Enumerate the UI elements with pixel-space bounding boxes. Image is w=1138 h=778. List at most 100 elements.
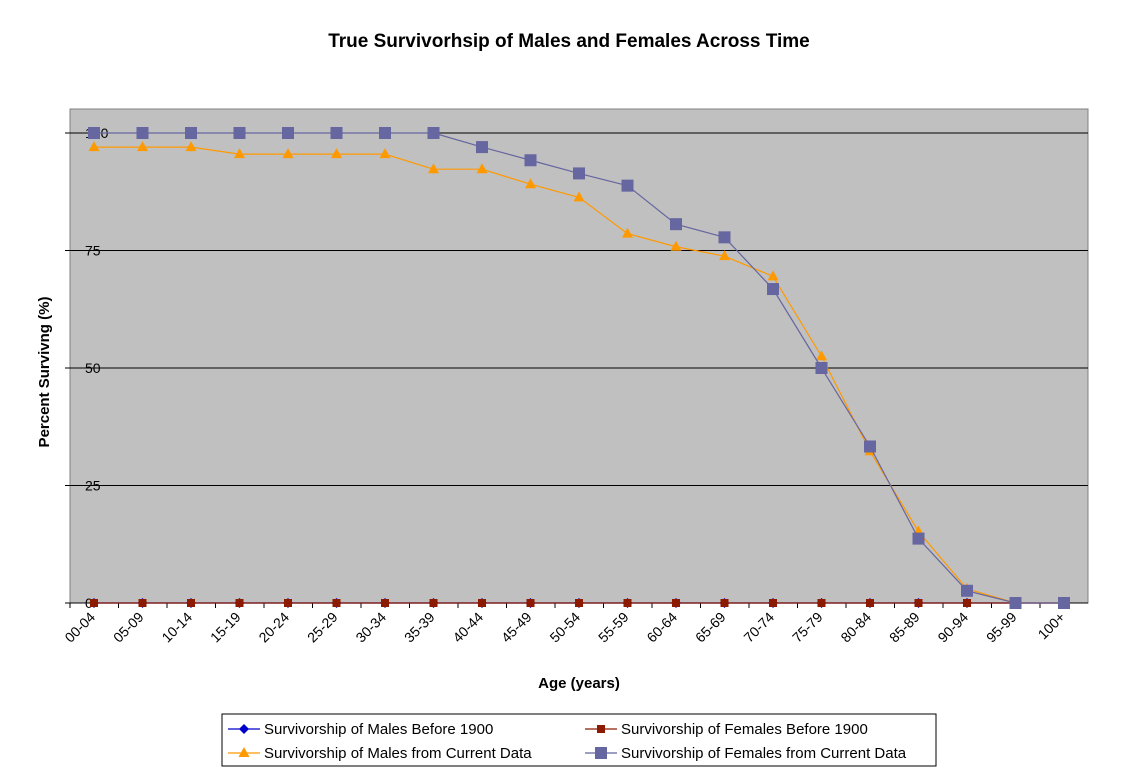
x-tick-label: 00-04 bbox=[61, 609, 98, 646]
legend-label: Survivorship of Females from Current Dat… bbox=[621, 745, 907, 762]
legend-label: Survivorship of Females Before 1900 bbox=[621, 721, 868, 738]
data-point bbox=[332, 599, 341, 607]
data-point bbox=[185, 127, 197, 139]
data-point bbox=[912, 532, 925, 545]
legend: Survivorship of Males Before 1900 Survivo… bbox=[221, 713, 937, 767]
x-tick-label: 25-29 bbox=[304, 609, 341, 646]
data-point bbox=[573, 191, 585, 202]
data-point bbox=[428, 163, 439, 174]
data-point bbox=[282, 148, 294, 159]
data-point bbox=[1058, 597, 1070, 609]
legend-entry: Survivorship of Males from Current Data bbox=[228, 745, 532, 762]
data-point bbox=[235, 599, 244, 607]
data-point bbox=[914, 599, 923, 607]
legend-label: Survivorship of Males from Current Data bbox=[264, 745, 532, 762]
series-3 bbox=[88, 127, 1070, 609]
data-point bbox=[575, 599, 583, 607]
x-tick-label: 50-54 bbox=[546, 609, 583, 646]
x-tick-label: 60-64 bbox=[643, 609, 680, 646]
data-point bbox=[961, 584, 973, 597]
data-point bbox=[88, 141, 100, 152]
y-tick-label: 25 bbox=[85, 478, 101, 494]
series-1 bbox=[90, 599, 1068, 607]
data-point bbox=[670, 218, 682, 231]
data-point bbox=[137, 141, 148, 152]
data-point bbox=[427, 127, 440, 139]
data-point bbox=[476, 163, 488, 174]
data-point bbox=[672, 599, 680, 607]
legend-entry: Survivorship of Males Before 1900 bbox=[228, 721, 493, 738]
x-tick-label: 30-34 bbox=[352, 609, 389, 646]
data-point bbox=[815, 362, 828, 374]
x-tick-label: 10-14 bbox=[158, 609, 195, 646]
data-point bbox=[525, 178, 536, 189]
legend-box bbox=[221, 713, 937, 767]
data-point bbox=[817, 599, 826, 607]
data-point bbox=[379, 148, 391, 159]
x-tick-label: 35-39 bbox=[401, 609, 438, 646]
data-point bbox=[233, 127, 246, 139]
legend-entry: Survivorship of Females Before 1900 bbox=[585, 721, 868, 738]
data-point bbox=[816, 350, 827, 361]
data-point bbox=[767, 270, 779, 281]
data-point bbox=[379, 127, 391, 139]
data-point bbox=[573, 167, 585, 180]
data-point bbox=[719, 250, 730, 261]
legend-marker bbox=[595, 747, 607, 759]
plot-area bbox=[69, 108, 1089, 604]
x-tick-label: 40-44 bbox=[449, 609, 486, 646]
x-tick-label: 80-84 bbox=[837, 609, 874, 646]
chart-title: True Survivorhsip of Males and Females A… bbox=[328, 31, 810, 52]
data-point bbox=[381, 599, 389, 607]
legend-label: Survivorship of Males Before 1900 bbox=[264, 721, 493, 738]
data-point bbox=[526, 599, 535, 607]
x-axis-ticks: 00-04 05-09 10-14 15-19 20-24 25-29 30-34 35-39… bbox=[61, 602, 1088, 646]
x-tick-label: 05-09 bbox=[110, 609, 147, 646]
x-tick-label: 15-19 bbox=[207, 609, 244, 646]
data-point bbox=[524, 154, 537, 167]
legend-entry: Survivorship of Females from Current Dat… bbox=[585, 745, 907, 762]
data-point bbox=[282, 127, 294, 139]
data-point bbox=[185, 141, 197, 152]
data-point bbox=[866, 599, 874, 607]
data-point bbox=[1009, 597, 1022, 609]
legend-marker bbox=[239, 724, 249, 734]
data-point bbox=[284, 599, 292, 607]
data-point bbox=[90, 599, 98, 607]
data-point bbox=[621, 179, 634, 192]
y-axis-title: Percent Survivng (%) bbox=[36, 297, 53, 448]
data-point bbox=[476, 141, 488, 154]
x-tick-label: 95-99 bbox=[983, 609, 1020, 646]
x-tick-label: 90-94 bbox=[934, 609, 971, 646]
x-tick-label: 45-49 bbox=[498, 609, 535, 646]
y-tick-label: 75 bbox=[85, 243, 101, 259]
x-axis-title: Age (years) bbox=[538, 675, 620, 692]
x-tick-label: 20-24 bbox=[255, 609, 292, 646]
data-point bbox=[670, 240, 682, 251]
data-point bbox=[234, 148, 245, 159]
data-point bbox=[864, 440, 876, 453]
data-point bbox=[330, 127, 343, 139]
x-tick-label: 85-89 bbox=[886, 609, 923, 646]
legend-marker bbox=[597, 725, 605, 733]
x-tick-label: 70-74 bbox=[740, 609, 777, 646]
data-point bbox=[136, 127, 149, 139]
x-tick-label: 100+ bbox=[1035, 609, 1069, 643]
x-tick-label: 55-59 bbox=[595, 609, 632, 646]
data-point bbox=[767, 283, 779, 296]
data-point bbox=[88, 127, 100, 139]
data-point bbox=[963, 599, 971, 607]
data-point bbox=[187, 599, 195, 607]
series-group bbox=[88, 127, 1070, 609]
data-point bbox=[331, 148, 342, 159]
y-tick-label: 50 bbox=[85, 360, 101, 376]
data-point bbox=[718, 231, 731, 244]
x-tick-label: 75-79 bbox=[789, 609, 826, 646]
data-point bbox=[622, 227, 633, 238]
data-point bbox=[478, 599, 486, 607]
legend-marker bbox=[238, 747, 250, 757]
data-point bbox=[720, 599, 729, 607]
x-tick-label: 65-69 bbox=[692, 609, 729, 646]
data-point bbox=[769, 599, 777, 607]
